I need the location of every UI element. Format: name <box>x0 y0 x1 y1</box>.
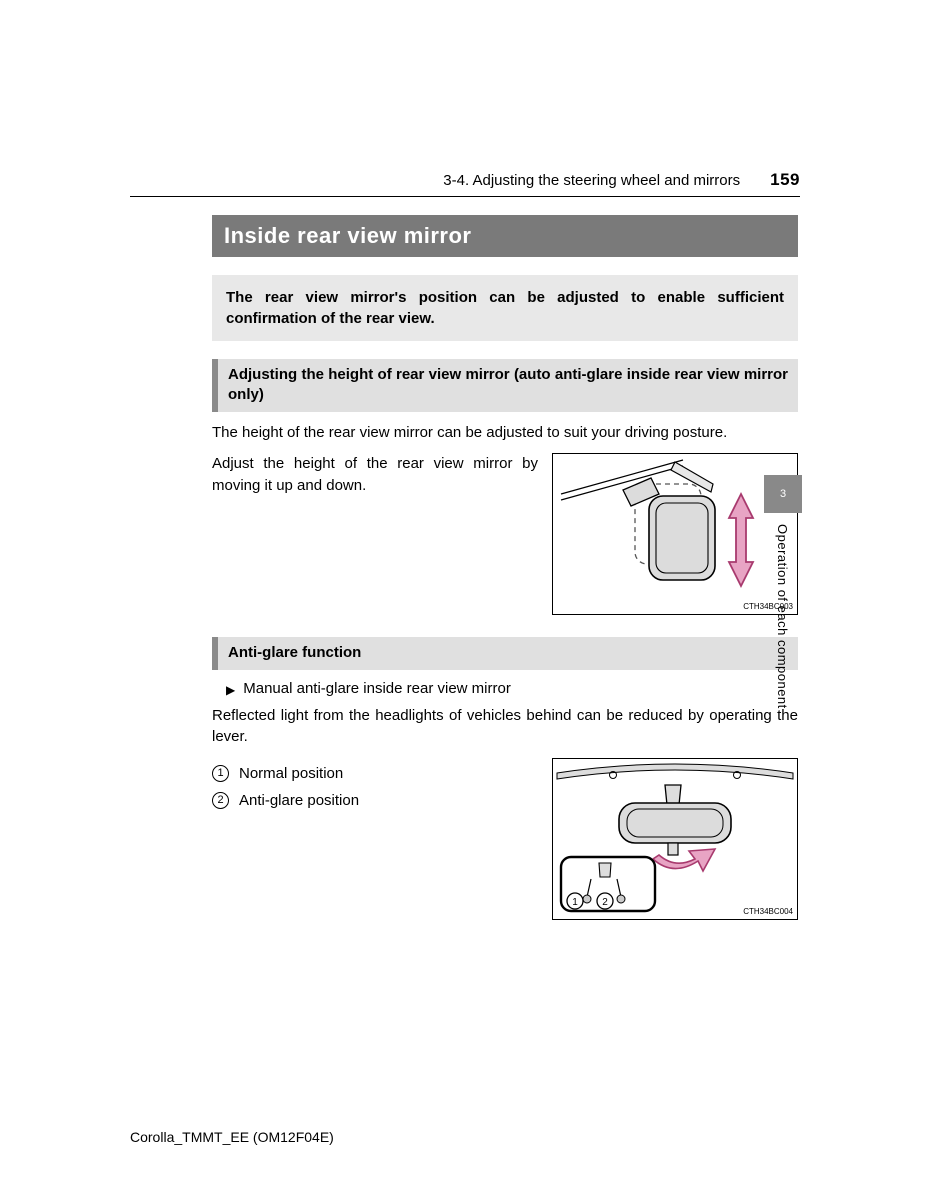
figure-code: CTH34BC004 <box>743 907 793 916</box>
up-down-arrow-icon <box>729 494 753 586</box>
figure-anti-glare: 1 2 CTH34BC004 <box>552 758 798 920</box>
subheading-adjust-height: Adjusting the height of rear view mirror… <box>212 359 798 412</box>
circled-number-icon: 2 <box>212 792 229 809</box>
list-item: 2 Anti-glare position <box>212 790 538 812</box>
content-column: Inside rear view mirror The rear view mi… <box>212 215 798 920</box>
triangle-bullet-icon: ▶ <box>226 683 235 697</box>
section-path: 3-4. Adjusting the steering wheel and mi… <box>443 172 740 189</box>
list-item: 1 Normal position <box>212 763 538 785</box>
swing-arrow-icon <box>653 849 715 871</box>
page-title: Inside rear view mirror <box>212 215 798 257</box>
page-content: 3-4. Adjusting the steering wheel and mi… <box>130 170 800 942</box>
svg-text:2: 2 <box>602 897 608 908</box>
figure-row-2: 1 Normal position 2 Anti-glare position <box>212 758 798 920</box>
bullet-item: ▶ Manual anti-glare inside rear view mir… <box>226 680 798 697</box>
intro-box: The rear view mirror's position can be a… <box>212 275 798 341</box>
subheading-anti-glare: Anti-glare function <box>212 637 798 669</box>
numbered-list: 1 Normal position 2 Anti-glare position <box>212 758 538 817</box>
chapter-label: Operation of each component <box>775 524 790 709</box>
body-text: Reflected light from the headlights of v… <box>212 705 798 749</box>
page-number: 159 <box>770 170 800 190</box>
chapter-tab: 3 <box>764 475 802 513</box>
figure-mirror-height: CTH34BC003 <box>552 453 798 615</box>
figure-row-1: Adjust the height of the rear view mirro… <box>212 453 798 615</box>
list-item-label: Anti-glare position <box>239 790 359 812</box>
bullet-text: Manual anti-glare inside rear view mirro… <box>243 680 511 697</box>
svg-text:1: 1 <box>572 897 578 908</box>
figure-caption-left: Adjust the height of the rear view mirro… <box>212 453 538 497</box>
footer-text: Corolla_TMMT_EE (OM12F04E) <box>130 1129 334 1145</box>
page-header: 3-4. Adjusting the steering wheel and mi… <box>130 170 800 197</box>
list-item-label: Normal position <box>239 763 343 785</box>
body-text: The height of the rear view mirror can b… <box>212 422 798 444</box>
circled-number-icon: 1 <box>212 765 229 782</box>
